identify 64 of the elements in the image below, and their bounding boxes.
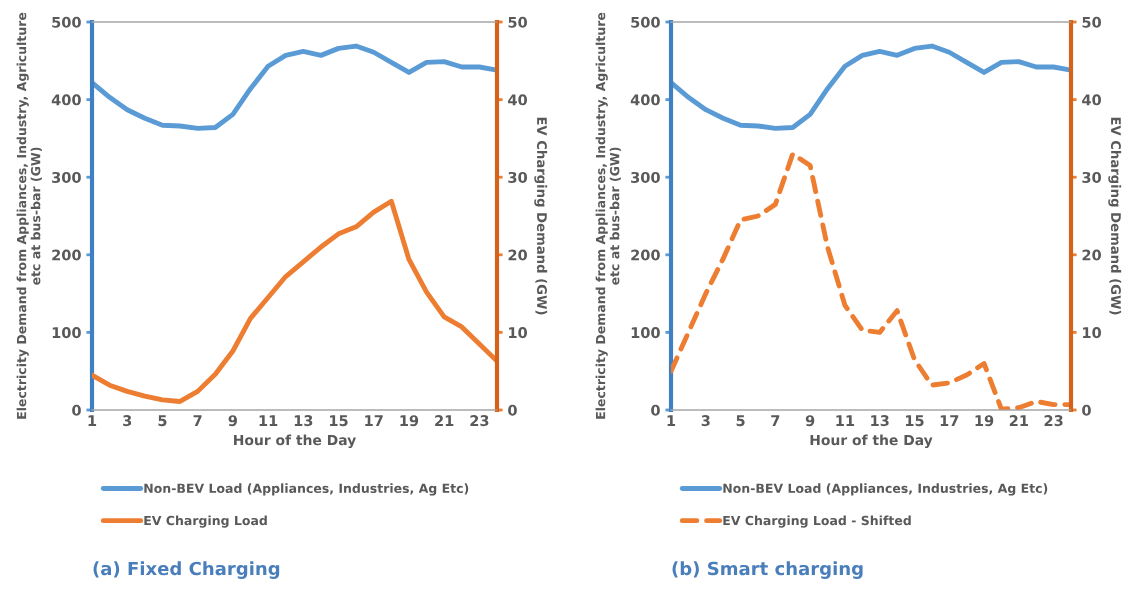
- y2-tick-label: 40: [1082, 94, 1102, 106]
- x-tick-label: 17: [940, 415, 959, 426]
- y2-tick-label: 30: [1082, 171, 1102, 183]
- y-tick-label: 300: [631, 171, 660, 183]
- y2-tick-label: 0: [1082, 404, 1091, 416]
- x-tick-label: 1: [667, 415, 676, 426]
- y-tick-label: 500: [631, 16, 660, 28]
- x-axis-title: Hour of the Day: [810, 434, 933, 449]
- x-tick-label: 15: [330, 415, 348, 427]
- x-tick-label: 11: [259, 415, 278, 426]
- line-series: [92, 198, 497, 404]
- y-axis-title: Electricity Demand from Appliances, Industry, Agriculture etc at bus-bar (GW): [16, 12, 42, 419]
- y-tick-label: 500: [52, 16, 81, 28]
- x-tick-label: 19: [400, 415, 419, 427]
- x-tick-label: 13: [871, 415, 889, 427]
- y-tick-label: 400: [630, 94, 660, 106]
- y-tick-label: 400: [51, 94, 81, 106]
- y-tick-label: 0: [651, 404, 660, 416]
- x-tick-label: 7: [771, 415, 780, 426]
- legend-label: Non-BEV Load (Appliances, Industries, Ag Etc): [723, 483, 1048, 496]
- x-tick-label: 7: [193, 415, 202, 426]
- x-tick-label: 11: [836, 415, 855, 426]
- line-series: [671, 151, 1071, 410]
- y2-axis-title: EV Charging Demand (GW): [534, 117, 548, 315]
- x-tick-label: 21: [435, 415, 454, 426]
- x-tick-label: 5: [736, 415, 745, 427]
- x-tick-label: 5: [158, 415, 167, 427]
- text: (b) Smart charging: [672, 561, 863, 579]
- y-tick-label: 300: [52, 171, 81, 183]
- x-tick-label: 19: [975, 415, 994, 427]
- x-tick-label: 3: [123, 415, 132, 427]
- y2-tick-label: 50: [1082, 16, 1102, 28]
- x-tick-label: 1: [88, 415, 97, 426]
- y2-axis-title: EV Charging Demand (GW): [1108, 117, 1122, 315]
- y-axis-title: Electricity Demand from Appliances, Industry, Agriculture etc at bus-bar (GW): [595, 12, 621, 419]
- x-tick-label: 17: [365, 415, 383, 426]
- legend-label: EV Charging Load: [144, 515, 267, 528]
- x-tick-label: 23: [1044, 415, 1063, 427]
- y2-tick-label: 20: [1082, 249, 1102, 261]
- line-series: [92, 43, 497, 131]
- y-tick-label: 200: [52, 249, 81, 261]
- x-tick-label: 3: [701, 415, 710, 427]
- x-tick-label: 21: [1009, 415, 1028, 426]
- y2-tick-label: 40: [508, 94, 528, 106]
- legend-label: EV Charging Load - Shifted: [723, 515, 911, 528]
- line-series: [671, 43, 1071, 131]
- legend-label: Non-BEV Load (Appliances, Industries, Ag Etc): [144, 483, 469, 496]
- x-tick-label: 13: [294, 415, 313, 427]
- x-tick-label: 9: [805, 415, 815, 427]
- x-axis-title: Hour of the Day: [234, 434, 356, 449]
- text: (a) Fixed Charging: [93, 561, 280, 579]
- x-tick-label: 23: [470, 415, 489, 427]
- y2-tick-label: 30: [508, 171, 528, 183]
- x-tick-label: 15: [905, 415, 924, 427]
- y2-tick-label: 0: [508, 404, 517, 416]
- y-tick-label: 100: [52, 327, 81, 339]
- y2-tick-label: 20: [508, 249, 528, 261]
- y-tick-label: 0: [72, 404, 81, 416]
- y-tick-label: 100: [631, 327, 660, 339]
- y-tick-label: 200: [631, 249, 660, 261]
- y2-tick-label: 50: [508, 16, 528, 28]
- x-tick-label: 9: [228, 415, 238, 427]
- y2-tick-label: 10: [509, 327, 528, 339]
- y2-tick-label: 10: [1083, 327, 1102, 339]
